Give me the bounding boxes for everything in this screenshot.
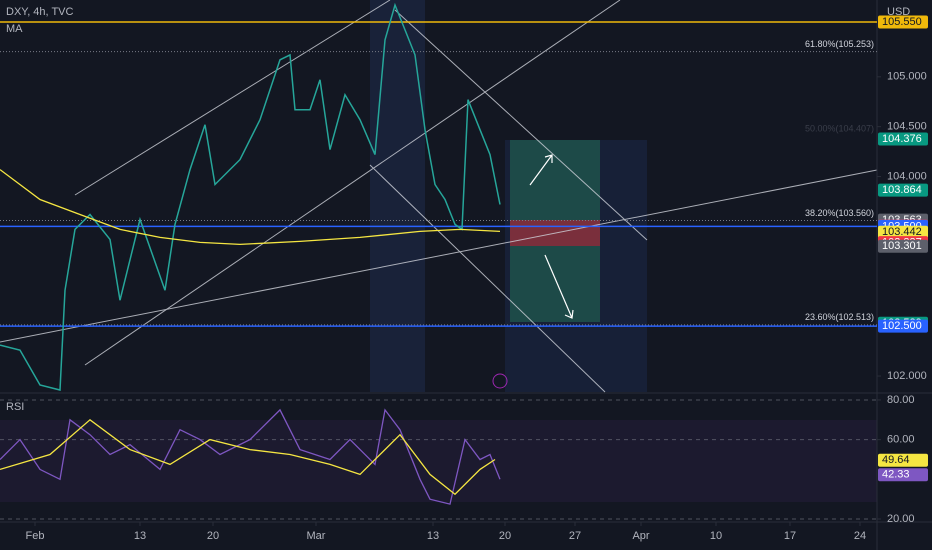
- badge-label: 105.550: [882, 16, 922, 28]
- x-tick-label: Feb: [26, 530, 45, 542]
- badge-bg: [878, 225, 928, 239]
- y-tick-label: 20.00: [887, 513, 915, 525]
- badge-label: 103.301: [882, 240, 922, 252]
- x-tick-label: 10: [710, 530, 722, 542]
- currency: USD: [887, 6, 910, 18]
- badge-bg: [878, 453, 928, 467]
- badge-label: 103.442: [882, 226, 922, 238]
- badge-label: 42.33: [882, 469, 910, 481]
- price-badge: 103.442: [878, 225, 928, 239]
- badge-bg: [878, 15, 928, 29]
- ma-label: MA: [6, 23, 23, 35]
- badge-bg: [878, 319, 928, 333]
- badge-bg: [878, 132, 928, 146]
- fib-label: 23.60%(102.513): [805, 312, 874, 322]
- rsi-label: RSI: [6, 401, 24, 413]
- x-tick-label: 17: [784, 530, 796, 542]
- icon: [492, 373, 508, 389]
- x-tick-label: 13: [134, 530, 146, 542]
- y-tick-label: 102.000: [887, 370, 927, 382]
- badge-label: 103.864: [882, 184, 922, 196]
- symbol: DXY, 4h, TVC: [6, 6, 74, 18]
- y-tick-label: 104.500: [887, 121, 927, 133]
- badge-label: 49.64: [882, 454, 910, 466]
- x-tick-label: 20: [499, 530, 511, 542]
- series-line: [0, 2, 501, 391]
- price-badge: 102.500: [878, 319, 928, 333]
- price-badge: 42.33: [878, 468, 928, 482]
- fib-label: 50.00%(104.407): [805, 123, 874, 133]
- badge-label: 102.500: [882, 320, 922, 332]
- y-tick-label: 60.00: [887, 434, 915, 446]
- fib-label: 38.20%(103.560): [805, 208, 874, 218]
- range-highlight: [370, 0, 425, 392]
- fib-label: 61.80%(105.253): [805, 39, 874, 49]
- x-tick-label: Apr: [632, 530, 649, 542]
- x-tick-label: 13: [427, 530, 439, 542]
- target-zone: [510, 246, 600, 322]
- x-tick-label: Mar: [307, 530, 326, 542]
- price-badge: 103.301: [878, 239, 928, 253]
- arrows: [529, 154, 574, 319]
- x-tick-label: 20: [207, 530, 219, 542]
- price-badge: 49.64: [878, 453, 928, 467]
- target-zone: [510, 140, 600, 220]
- rsi-band: [0, 420, 877, 502]
- badge-bg: [878, 239, 928, 253]
- trend-lines: [0, 0, 878, 393]
- price-badge: 105.550: [878, 15, 928, 29]
- price-badge: 103.864: [878, 183, 928, 197]
- badge-bg: [878, 183, 928, 197]
- series-line: [0, 408, 501, 505]
- y-tick-label: 105.000: [887, 71, 927, 83]
- price-badge: 104.376: [878, 132, 928, 146]
- y-tick-label: 80.00: [887, 394, 915, 406]
- badge-bg: [878, 468, 928, 482]
- y-tick-label: 104.000: [887, 170, 927, 182]
- series-line: [0, 169, 501, 246]
- badge-label: 104.376: [882, 133, 922, 145]
- x-tick-label: 24: [854, 530, 866, 542]
- series-line: [0, 418, 496, 496]
- x-tick-label: 27: [569, 530, 581, 542]
